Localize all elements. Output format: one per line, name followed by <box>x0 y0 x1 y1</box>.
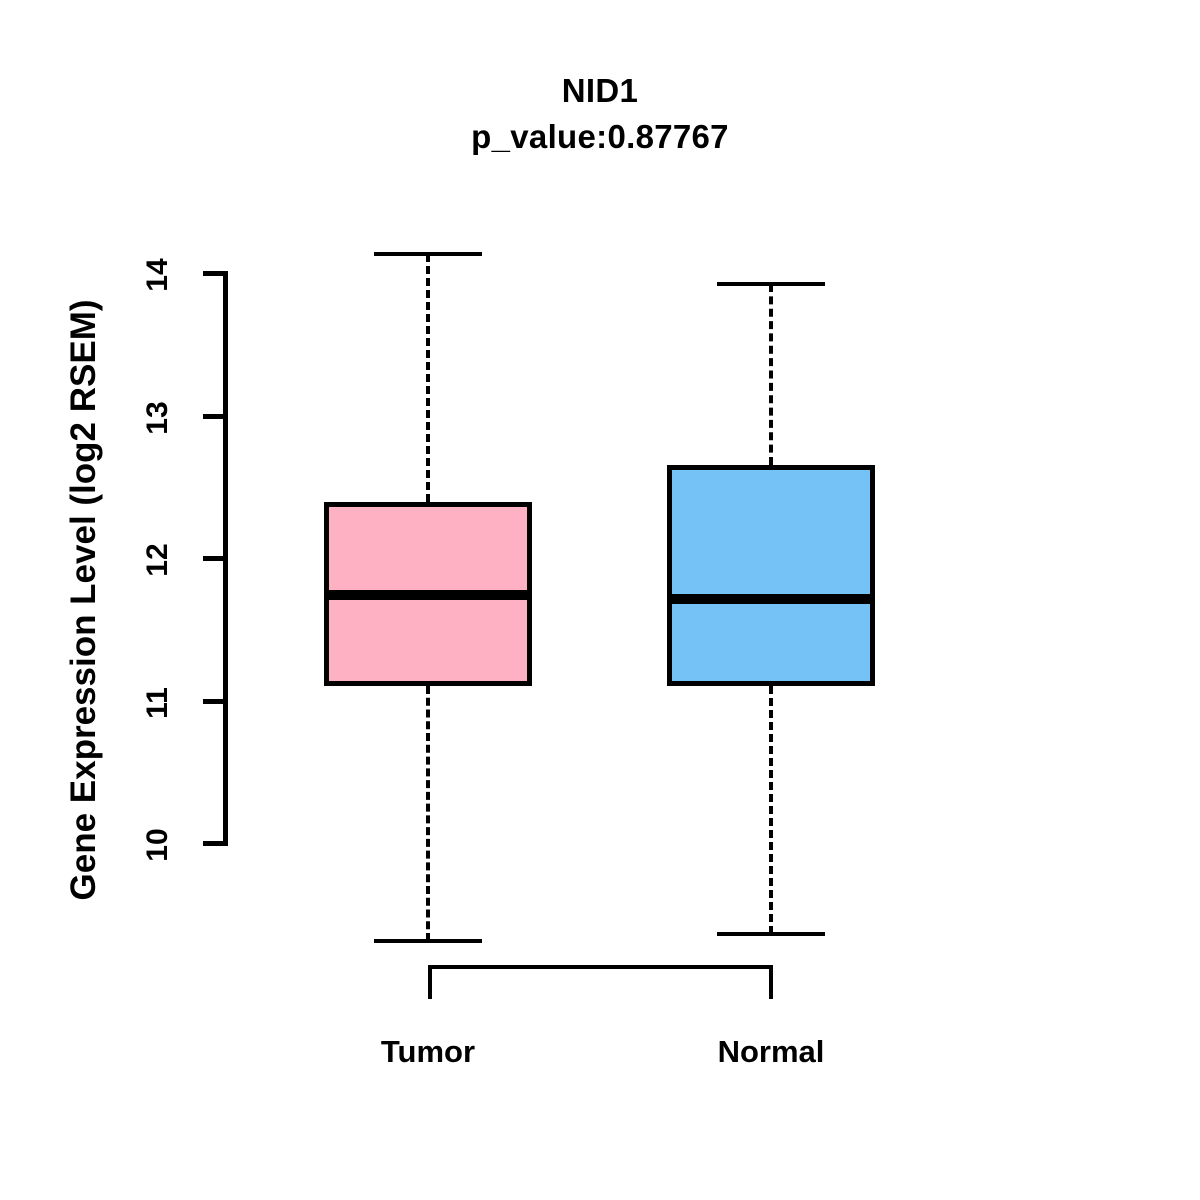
chart-title: NID1 <box>561 72 639 109</box>
y-axis-tick-label-11: 11 <box>141 687 174 719</box>
whisker-lower-tumor <box>426 686 430 942</box>
median-line-tumor <box>324 590 532 601</box>
x-axis-line <box>428 965 773 969</box>
title-block: NID1 p_value:0.87767 <box>0 68 1200 160</box>
whisker-upper-tumor <box>426 254 430 503</box>
x-axis-tick-tumor <box>428 965 432 999</box>
whisker-cap-lower-normal <box>717 932 825 937</box>
median-line-normal <box>667 594 875 605</box>
whisker-cap-lower-tumor <box>374 939 482 944</box>
y-axis-tick-12 <box>203 556 228 561</box>
whisker-upper-normal <box>769 284 773 466</box>
y-axis-tick-11 <box>203 699 228 704</box>
chart-subtitle-pvalue: p_value:0.87767 <box>471 118 729 155</box>
x-axis-tick-normal <box>769 965 773 999</box>
y-axis-tick-label-13: 13 <box>141 401 174 435</box>
whisker-lower-normal <box>769 686 773 935</box>
whisker-cap-upper-normal <box>717 282 825 287</box>
box-normal[interactable] <box>667 465 875 687</box>
y-axis-tick-14 <box>203 271 228 276</box>
y-axis-tick-label-10: 10 <box>141 828 174 862</box>
y-axis-label: Gene Expression Level (log2 RSEM) <box>64 299 103 901</box>
y-axis-tick-label-12: 12 <box>141 543 174 577</box>
x-axis-tick-label-tumor: Tumor <box>380 1034 476 1069</box>
y-axis-tick-13 <box>203 414 228 419</box>
whisker-cap-upper-tumor <box>374 252 482 257</box>
x-axis-tick-label-normal: Normal <box>717 1034 825 1069</box>
y-axis-tick-10 <box>203 841 228 846</box>
y-axis-tick-label-14: 14 <box>141 258 174 292</box>
